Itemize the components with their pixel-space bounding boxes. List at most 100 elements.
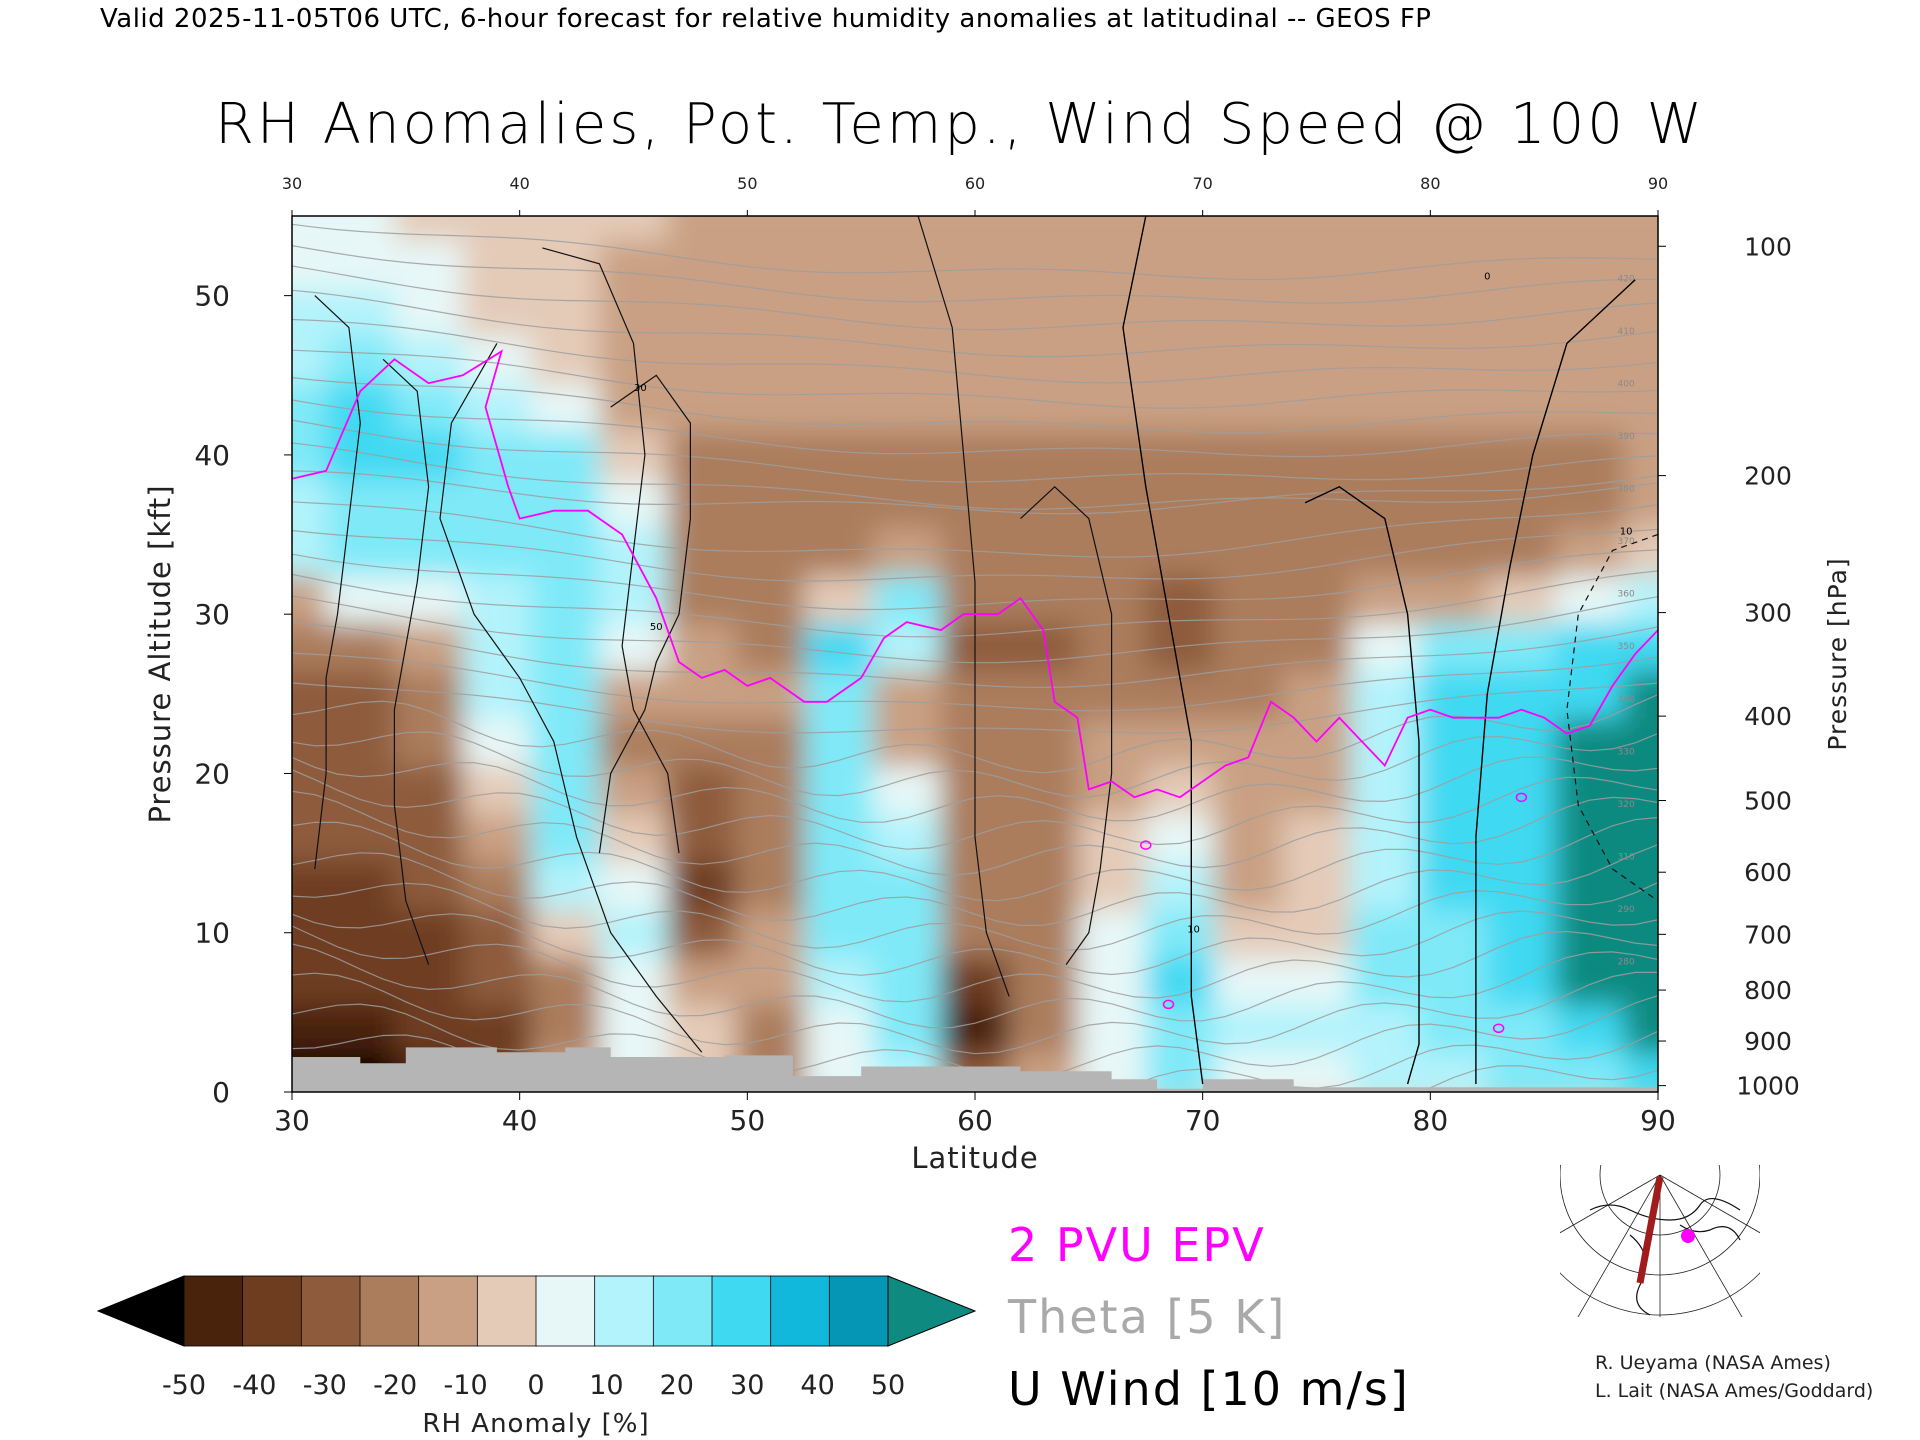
rh-cell xyxy=(531,908,601,958)
x-top-tick-label: 80 xyxy=(1420,174,1440,193)
rh-cell xyxy=(1145,908,1216,958)
map-meridian xyxy=(1659,1174,1743,1317)
rh-cell xyxy=(1145,431,1216,480)
rh-cell xyxy=(804,1004,874,1054)
rh-cell xyxy=(1623,1004,1658,1054)
rh-cell xyxy=(1555,765,1625,815)
rh-cell xyxy=(735,287,806,337)
rh-cell xyxy=(1487,335,1557,385)
rh-cell xyxy=(1282,335,1352,385)
rh-cell xyxy=(872,431,942,480)
rh-cell xyxy=(1623,216,1658,241)
rh-cell xyxy=(462,861,533,910)
rh-cell xyxy=(292,622,328,671)
rh-cell xyxy=(531,478,601,528)
rh-cell xyxy=(1555,574,1625,624)
rh-cell xyxy=(804,574,874,624)
legend-u-wind: U Wind [10 m/s] xyxy=(1008,1362,1410,1416)
rh-cell xyxy=(326,908,396,958)
rh-cell xyxy=(1418,383,1489,433)
rh-cell xyxy=(1145,239,1216,289)
rh-cell xyxy=(1145,478,1216,528)
rh-cell xyxy=(1214,1004,1284,1054)
rh-cell xyxy=(531,216,601,241)
y-tick-label: 40 xyxy=(194,439,230,472)
rh-cell xyxy=(462,431,533,480)
rh-cell xyxy=(326,717,396,767)
rh-cell xyxy=(1282,526,1352,576)
theta-contour xyxy=(292,265,1658,331)
rh-cell xyxy=(1623,478,1658,528)
rh-cell xyxy=(1487,669,1557,719)
rh-cell xyxy=(1077,956,1147,1006)
rh-cell xyxy=(326,431,396,480)
y-right-tick-label: 800 xyxy=(1744,976,1792,1005)
rh-cell xyxy=(1555,861,1625,910)
rh-cell xyxy=(872,813,942,863)
y-tick-label: 0 xyxy=(212,1076,230,1109)
theta-contour-label: 330 xyxy=(1618,747,1635,757)
colorbar-swatch xyxy=(476,1275,537,1347)
rh-cell xyxy=(1418,622,1489,671)
rh-cell xyxy=(667,861,737,910)
epv-2pvu-line xyxy=(292,349,1658,1034)
rh-cell xyxy=(667,335,737,385)
rh-cell xyxy=(735,383,806,433)
theta-contour-label: 280 xyxy=(1618,958,1635,968)
rh-cell xyxy=(394,1004,464,1054)
map-meridian xyxy=(1560,1174,1661,1234)
rh-cell xyxy=(1077,239,1147,289)
rh-cell xyxy=(1487,956,1557,1006)
rh-cell xyxy=(1009,239,1079,289)
theta-contour xyxy=(292,971,1658,1055)
colorbar-high-arrow xyxy=(887,1275,977,1347)
theta-contour xyxy=(292,816,1658,902)
rh-cell xyxy=(1145,717,1216,767)
rh-cell xyxy=(804,813,874,863)
axes: 3030404050506060707080809090010203040501… xyxy=(143,174,1852,1175)
rh-cell xyxy=(940,861,1011,910)
y-tick-label: 30 xyxy=(194,598,230,631)
theta-contour-label: 290 xyxy=(1618,905,1635,915)
rh-cell xyxy=(462,956,533,1006)
map-meridian xyxy=(1659,1174,1760,1234)
rh-cell xyxy=(940,239,1011,289)
rh-cell xyxy=(1487,861,1557,910)
theta-contour xyxy=(292,844,1658,927)
x-tick-label: 70 xyxy=(1185,1104,1221,1137)
rh-cell xyxy=(394,335,464,385)
rh-cell xyxy=(1145,861,1216,910)
terrain-mask xyxy=(292,1047,1658,1092)
rh-cell xyxy=(1418,216,1489,241)
x-tick-label: 80 xyxy=(1413,1104,1449,1137)
rh-cell xyxy=(326,956,396,1006)
u-wind-contour-label: 50 xyxy=(650,622,663,633)
rh-cell xyxy=(292,861,328,910)
y-axis-label: Pressure Altitude [kft] xyxy=(143,484,177,823)
rh-cell xyxy=(1555,622,1625,671)
colorbar-tick-label: -20 xyxy=(373,1370,417,1401)
colorbar-tick-label: 40 xyxy=(800,1370,834,1401)
rh-cell xyxy=(804,287,874,337)
credit-line-2: L. Lait (NASA Ames/Goddard) xyxy=(1595,1380,1874,1402)
rh-cell xyxy=(1623,239,1658,289)
colorbar-tick-label: -50 xyxy=(162,1370,206,1401)
y-right-tick-label: 500 xyxy=(1744,787,1792,816)
rh-cell xyxy=(667,287,737,337)
rh-cell xyxy=(804,216,874,241)
rh-cell xyxy=(804,861,874,910)
u-wind-contour xyxy=(314,295,361,870)
rh-cell xyxy=(940,431,1011,480)
rh-cell xyxy=(326,813,396,863)
rh-cell xyxy=(292,383,328,433)
rh-cell xyxy=(804,335,874,385)
rh-cell xyxy=(531,335,601,385)
u-wind-contour-label: 30 xyxy=(634,383,647,394)
rh-cell xyxy=(326,478,396,528)
rh-cell xyxy=(1487,478,1557,528)
rh-cell xyxy=(872,335,942,385)
rh-cell xyxy=(462,287,533,337)
y-tick-label: 20 xyxy=(194,757,230,790)
rh-cell xyxy=(1282,383,1352,433)
rh-cell xyxy=(394,861,464,910)
